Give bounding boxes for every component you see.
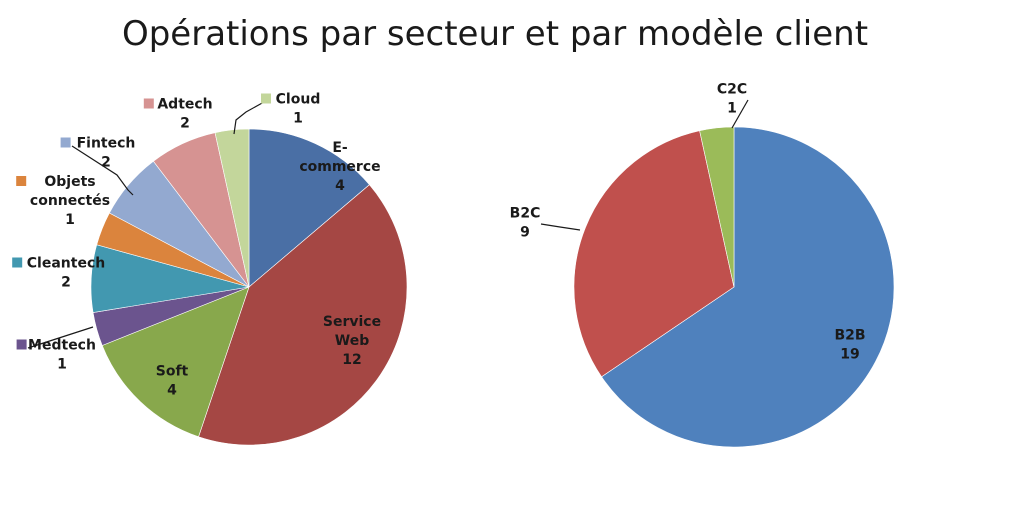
client-label-c2c: C2C 1 [717, 82, 747, 117]
sector-label-adtech: Adtech 2 [157, 97, 212, 132]
sector-leader-medtech [27, 326, 94, 349]
client-label-b2b: B2B 19 [834, 328, 865, 363]
sector-label-cloud: Cloud 1 [276, 92, 321, 127]
client-slice-c2c [699, 126, 735, 288]
sector-pie: E-commerce 4 Service Web 12 Soft 4 Medtech 1 Clea… [12, 92, 408, 446]
sector-label-cleantech: Cleantech 2 [27, 256, 105, 291]
sector-label-medtech: Medtech 1 [28, 338, 96, 373]
sector-leader-fintech [71, 145, 134, 196]
sector-leader-cloud [233, 101, 265, 135]
client-slice-b2b [601, 126, 895, 448]
sector-slice-service-web [198, 184, 408, 446]
sector-label-service-web: Service Web 12 [323, 314, 381, 368]
sector-slice-cloud [214, 128, 250, 288]
sector-label-fintech: Fintech 2 [77, 136, 136, 171]
client-leader-c2c [731, 99, 749, 129]
sector-slice-soft [101, 286, 250, 438]
client-model-pie: B2B 19 B2C 9 C2C 1 [510, 82, 895, 448]
client-label-b2c: B2C 9 [510, 206, 541, 241]
sector-swatch-adtech [143, 98, 154, 109]
client-leader-b2c [540, 223, 581, 231]
sector-swatch-objets-connectes [16, 176, 27, 186]
sector-swatch-fintech [60, 137, 71, 148]
sector-swatch-medtech [16, 339, 27, 350]
sector-swatch-cloud [261, 93, 271, 104]
sector-label-soft: Soft 4 [156, 364, 189, 399]
sector-label-e-commerce: E-commerce 4 [299, 140, 380, 194]
sector-swatch-cleantech [12, 257, 23, 268]
client-slice-b2c [573, 130, 735, 378]
sector-label-objets-connectes: Objets connectés 1 [30, 174, 110, 228]
page-title: Opérations par secteur et par modèle cli… [121, 14, 869, 54]
sector-slice-e-commerce [248, 128, 370, 288]
